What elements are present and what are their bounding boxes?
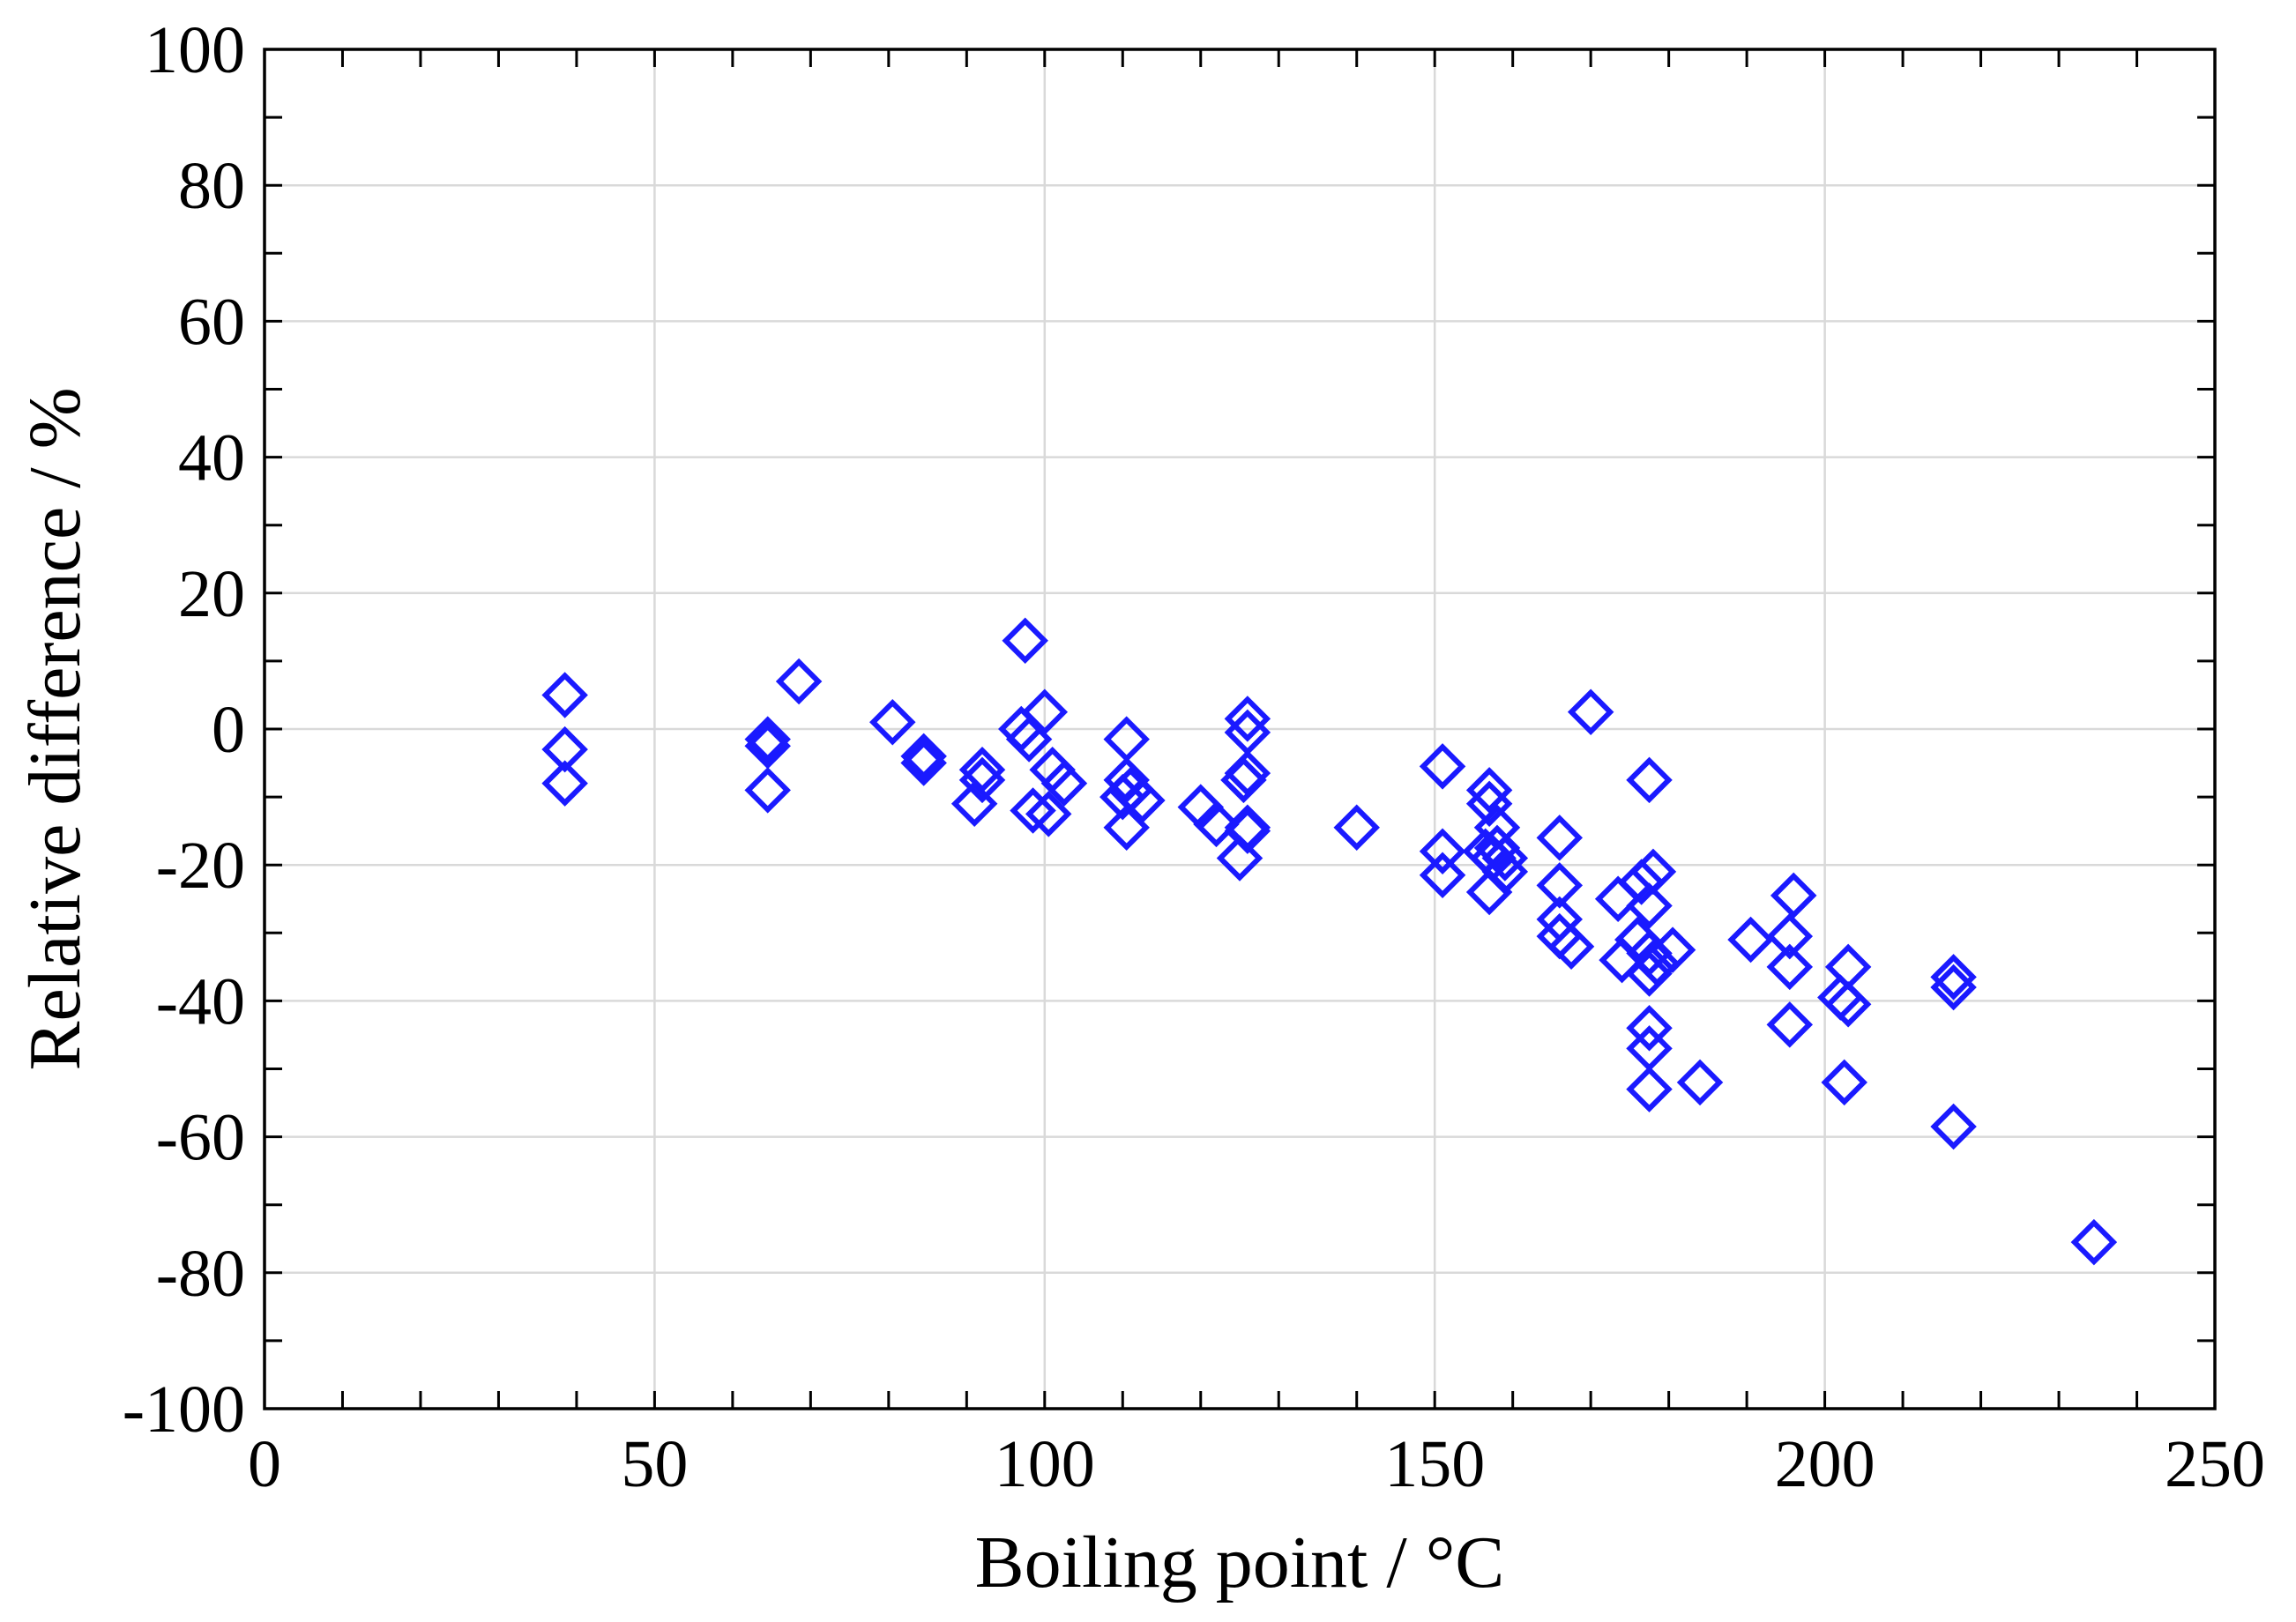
y-tick-label: 0 bbox=[212, 693, 245, 767]
data-point bbox=[2070, 1218, 2118, 1266]
data-point bbox=[1481, 835, 1529, 882]
y-tick-labels: 100 80 60 40 20 0 -20 -40 -60 -80 -100 bbox=[123, 13, 245, 1447]
data-point bbox=[1419, 852, 1466, 899]
data-point bbox=[1626, 756, 1673, 804]
data-point bbox=[744, 723, 791, 770]
y-tick-label: 20 bbox=[178, 557, 245, 631]
data-point bbox=[1618, 859, 1665, 905]
data-point bbox=[1010, 787, 1056, 834]
data-point bbox=[1103, 804, 1150, 852]
data-point bbox=[1567, 688, 1614, 735]
x-tick-label: 250 bbox=[2165, 1427, 2265, 1501]
x-tick-label: 150 bbox=[1384, 1427, 1485, 1501]
data-point bbox=[1626, 1004, 1673, 1052]
data-point bbox=[1216, 835, 1264, 882]
y-tick-label: -20 bbox=[156, 829, 245, 903]
data-point bbox=[1766, 943, 1814, 991]
data-point bbox=[900, 733, 947, 780]
data-point bbox=[1930, 954, 1977, 1001]
data-point bbox=[1021, 688, 1069, 735]
y-tick-label: 80 bbox=[178, 149, 245, 223]
data-point bbox=[1824, 981, 1872, 1028]
data-point bbox=[1193, 800, 1240, 848]
x-tick-label: 200 bbox=[1775, 1427, 1875, 1501]
y-tick-label: -40 bbox=[156, 964, 245, 1038]
data-point bbox=[1727, 916, 1774, 964]
y-axis-title: Relative difference / % bbox=[14, 387, 96, 1070]
data-point bbox=[1419, 743, 1466, 790]
data-point bbox=[1419, 828, 1466, 875]
data-point bbox=[1333, 804, 1380, 852]
data-point bbox=[1005, 716, 1053, 763]
data-point bbox=[1547, 923, 1595, 970]
data-point bbox=[1002, 617, 1048, 665]
data-point bbox=[1594, 875, 1642, 922]
data-point bbox=[869, 699, 916, 746]
data-point bbox=[1626, 1066, 1673, 1112]
data-point bbox=[1626, 882, 1673, 929]
data-point bbox=[1766, 912, 1814, 960]
x-axis-title: Boiling point / °C bbox=[975, 1522, 1505, 1603]
y-tick-label: 60 bbox=[178, 285, 245, 359]
data-point bbox=[744, 716, 791, 763]
data-point bbox=[744, 767, 791, 814]
data-point bbox=[1536, 862, 1584, 909]
data-point bbox=[1536, 815, 1584, 861]
y-tick-label: -60 bbox=[156, 1101, 245, 1175]
data-point bbox=[1766, 1001, 1814, 1048]
data-point bbox=[900, 740, 947, 786]
data-point bbox=[775, 658, 823, 705]
data-point bbox=[1224, 807, 1271, 854]
data-point bbox=[1465, 767, 1513, 814]
data-point bbox=[1224, 709, 1271, 756]
data-point bbox=[1103, 716, 1150, 763]
y-tick-label: 100 bbox=[145, 13, 245, 87]
data-point bbox=[1465, 780, 1513, 828]
y-tick-label: 40 bbox=[178, 421, 245, 495]
data-point bbox=[1040, 760, 1088, 807]
data-point bbox=[1770, 872, 1817, 919]
data-point bbox=[1649, 926, 1696, 973]
data-point bbox=[958, 756, 1006, 804]
x-tick-label: 0 bbox=[248, 1427, 281, 1501]
data-point bbox=[1025, 791, 1072, 837]
data-point bbox=[1119, 777, 1166, 824]
data-point bbox=[1626, 950, 1673, 997]
data-point bbox=[1930, 964, 1977, 1011]
plot-frame bbox=[263, 48, 2217, 1410]
data-markers bbox=[541, 617, 2118, 1266]
data-point bbox=[1220, 756, 1267, 804]
y-tick-label: -80 bbox=[156, 1237, 245, 1311]
data-point bbox=[1676, 1059, 1724, 1106]
x-tick-label: 100 bbox=[995, 1427, 1095, 1501]
x-tick-label: 50 bbox=[621, 1427, 688, 1501]
y-tick-label: -100 bbox=[123, 1373, 245, 1447]
data-point bbox=[950, 780, 998, 828]
data-point bbox=[1029, 747, 1076, 793]
x-tick-labels: 0 50 100 150 200 250 bbox=[248, 1427, 2265, 1501]
data-point bbox=[1481, 848, 1529, 896]
data-point bbox=[541, 725, 588, 773]
data-point bbox=[1821, 1059, 1867, 1106]
data-point bbox=[541, 672, 588, 718]
data-point bbox=[1224, 696, 1271, 742]
data-point bbox=[1930, 1103, 1977, 1150]
data-point bbox=[541, 760, 588, 807]
